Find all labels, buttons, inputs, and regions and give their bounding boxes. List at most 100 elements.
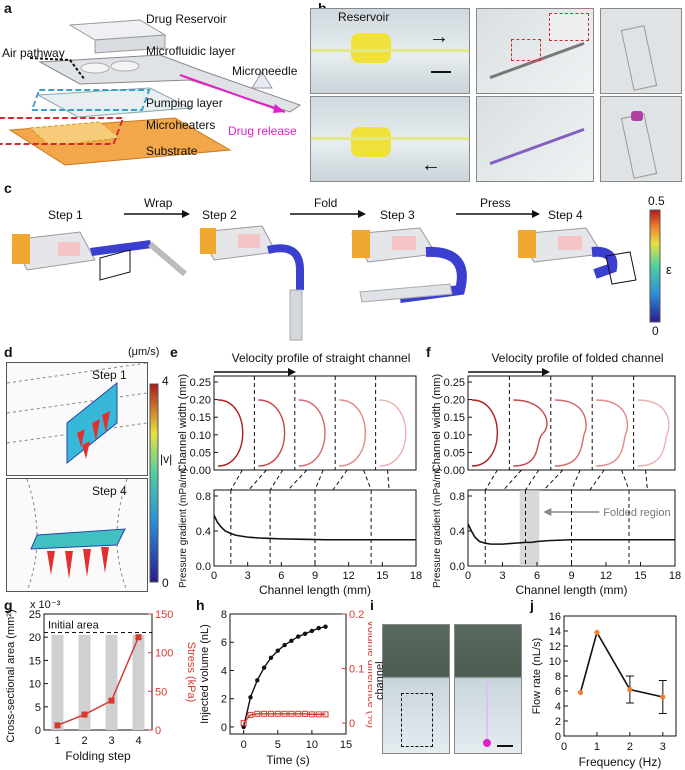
purple-dye [631,111,643,121]
label-reservoir: Reservoir [338,10,390,24]
top-ytick-label: 0.10 [190,430,211,442]
volume-point [255,678,260,683]
connector [269,469,284,491]
panel-label-c: c [4,180,12,196]
chamber-ellipse-2 [110,60,140,72]
connector [621,469,630,491]
top-ytick-label: 0.15 [444,412,465,424]
j-xlabel: Frequency (Hz) [579,755,662,769]
pressure-gradient-line [467,523,675,545]
connector [525,469,540,491]
photo-fold-1 [476,8,594,94]
step-2-device [199,225,304,341]
connector [248,469,267,491]
scale-bar [431,71,451,73]
drug-reservoir-side [94,34,166,54]
volume-point [323,624,328,629]
label-microfluidic-layer: Microfluidic layer [146,44,236,58]
bottom-xlabel: Channel length (mm) [259,583,371,597]
bottom-ytick-label: 0.8 [196,491,211,503]
velocity-profile-5 [637,399,670,467]
area-bar-2 [78,634,91,730]
d-min: 0 [162,576,169,590]
d-step4-label: Step 4 [92,484,127,498]
step-3-label: Step 3 [380,208,415,222]
volume-point [248,695,253,700]
title-arrowhead [542,368,550,376]
panel-label-f: f [426,344,431,360]
j-ylabel: Flow rate (nL/s) [531,638,543,714]
j-frame [563,615,677,737]
top-ylabel: Channel width (mm) [177,374,189,472]
velocity-colorbar-svg [149,383,159,583]
label-pumping-layer: Pumping layer [146,96,223,110]
connector [314,469,324,491]
j-ytick-label: 2 [555,716,561,728]
g-ytick-label: 20 [29,632,41,644]
photo-device-1 [600,8,682,94]
step-1-device [11,231,187,281]
stress-point-2 [81,711,88,718]
h-ytick-label: 4 [221,665,227,677]
velocity-step4-svg [26,479,128,591]
connector [230,469,243,491]
photo-device-2 [600,96,682,182]
bottom-ytick-label: 0.8 [450,491,465,503]
difference-point [240,720,247,727]
difference-point [267,710,274,717]
bottom-xtick-label: 0 [211,570,217,582]
g-ytick-label: 25 [29,609,41,621]
bottom-xtick-label: 9 [312,570,318,582]
j-xtick-label: 2 [627,741,633,753]
bottom-xtick-label: 12 [343,570,355,582]
chart-h-injected-volume: 0 5 10 15 0 2 4 6 8 0 0.1 0.2 Time (s) Injected volum… [199,609,372,767]
drug-release-arrow [179,74,286,113]
h-ytick-label: 6 [221,637,227,649]
velocity-profile-3 [298,399,326,467]
top-ylabel: Channel width (mm) [431,374,443,472]
step-3-device [351,227,467,303]
velocity-profile-2 [513,399,548,467]
j-ytick-label: 12 [549,641,561,653]
difference-point [261,710,268,717]
channel-line [311,49,469,52]
label-microneedle: Microneedle [232,64,298,78]
top-ytick-label: 0.05 [444,447,465,459]
folding-steps-diagram [11,209,661,341]
top-ytick-label: 0.05 [190,447,211,459]
h-ytick-label: 0 [221,722,227,734]
bottom-xtick-label: 9 [568,570,574,582]
label-drug-release: Drug release [228,124,297,138]
initial-area-label: Initial area [48,620,100,632]
drug-release-arrowhead [273,104,285,113]
g-ytick-label: 5 [35,702,41,714]
chart-f-folded-channel: Velocity profile of folded channel 0.25 0.… [431,351,681,597]
zoom-box-inset [549,13,589,41]
difference-point [322,711,329,718]
step-2-label: Step 2 [202,208,237,222]
top-frame [213,375,417,471]
folded-arrowhead [543,508,552,516]
bottom-xtick-label: 15 [376,570,388,582]
photo-device-before [382,624,450,754]
top-ytick-label: 0.00 [190,465,211,477]
top-frame [467,375,676,471]
connector [589,469,605,491]
area-bar-1 [51,634,64,730]
h-ytick-label: 2 [221,694,227,706]
h-ylabel: Injected volume (nL) [199,624,211,724]
d-step1-label: Step 1 [92,368,127,382]
volume-point [275,648,280,653]
velocity-profile-3 [554,399,587,467]
velocity-profile-2 [258,399,286,467]
step-4-device [517,227,637,285]
velocity-step1-image [6,362,148,476]
bottom-ylabel: Pressure gradient (mPa/m) [432,468,443,588]
top-ytick-label: 0.25 [444,377,465,389]
difference-point [315,711,322,718]
bottom-ytick-label: 0.0 [196,561,211,573]
g-y2tick-label: 0 [155,725,161,737]
h-ytick-label: 8 [221,609,227,621]
yellow-dye [351,33,391,63]
channel-line-2 [311,137,469,140]
